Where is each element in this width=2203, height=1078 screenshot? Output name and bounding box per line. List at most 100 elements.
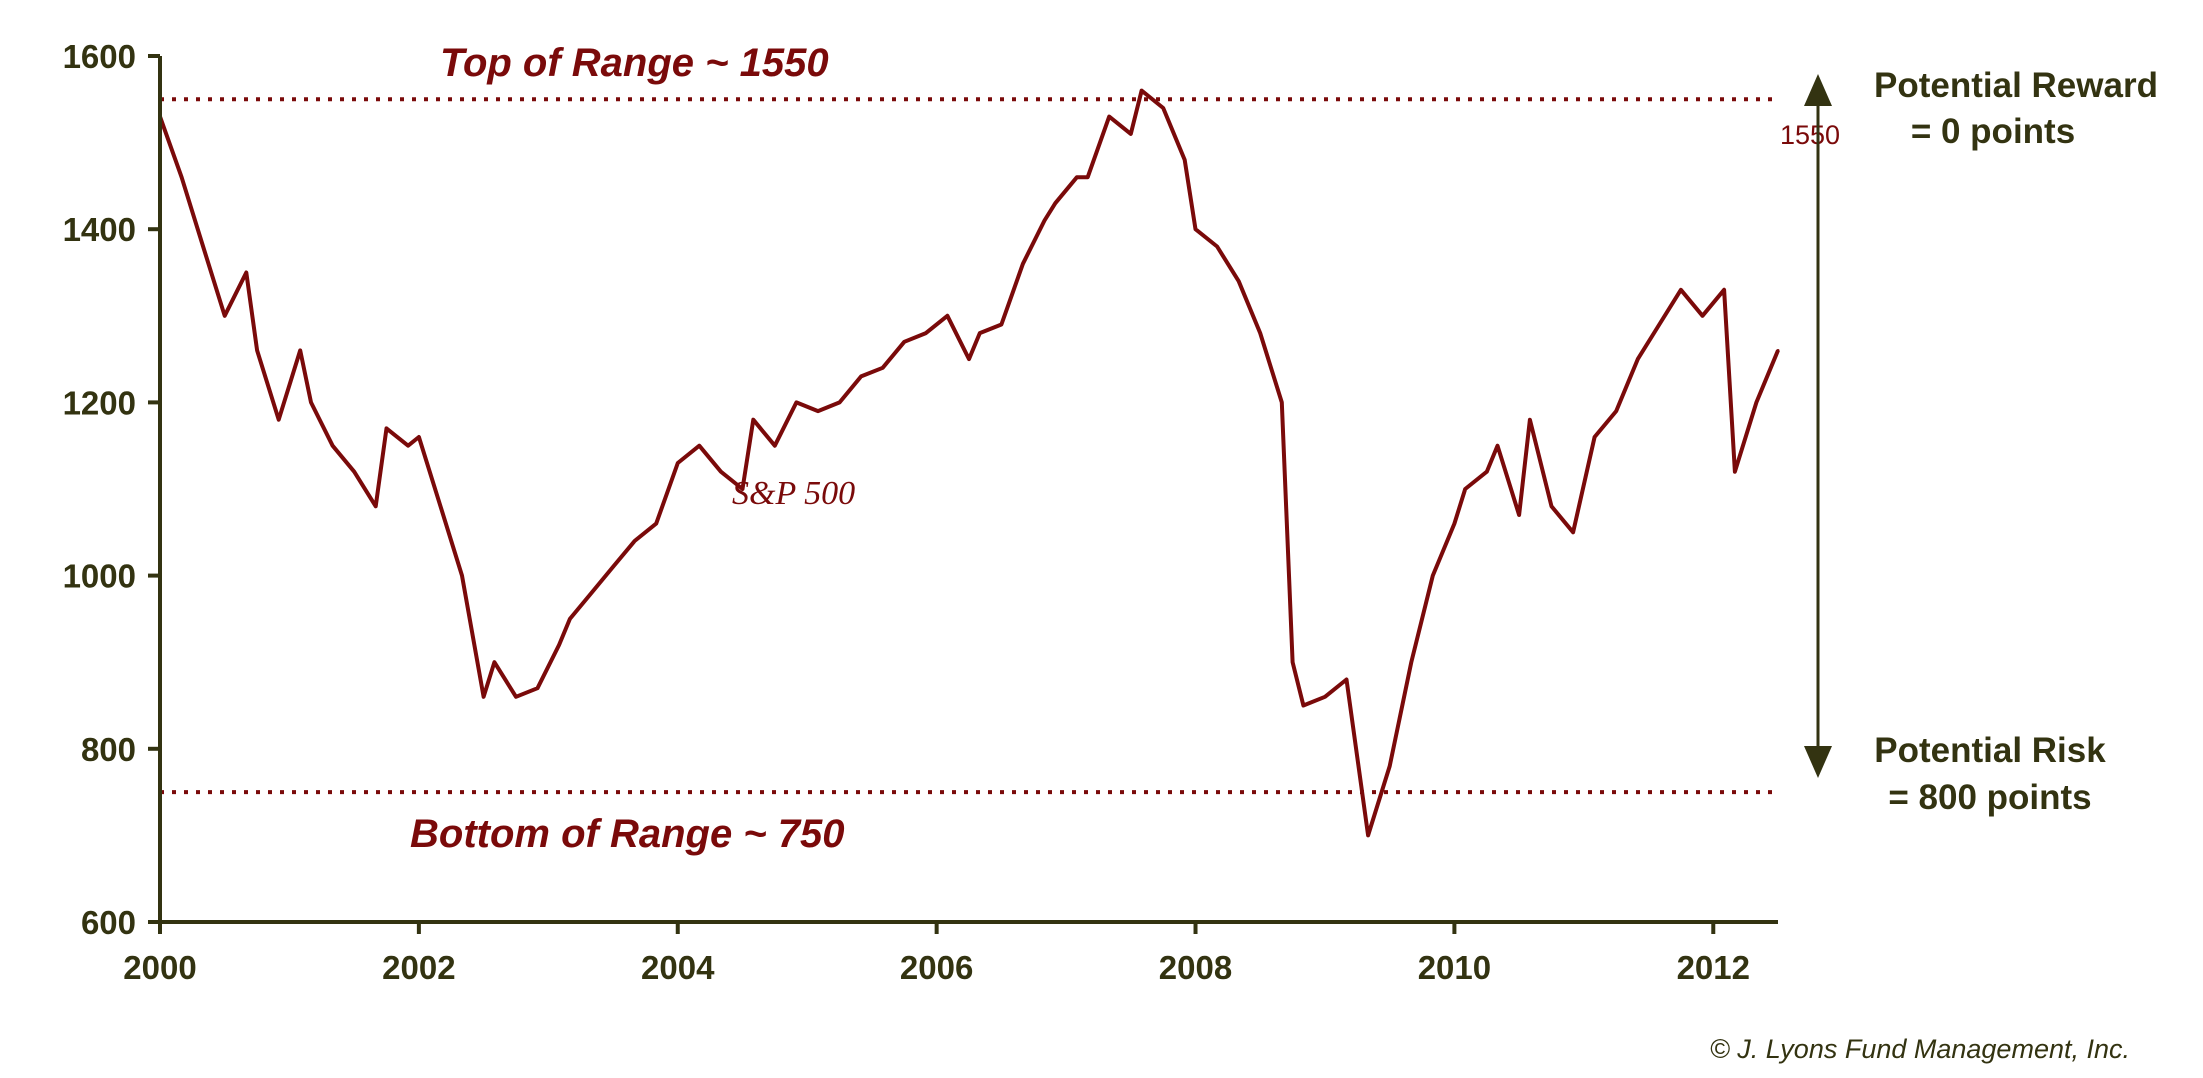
data-point — [536, 686, 540, 690]
data-point — [309, 400, 313, 404]
arrow-head-up-icon — [1804, 74, 1832, 106]
data-point — [417, 435, 421, 439]
y-tick-label: 1400 — [63, 211, 136, 248]
data-point — [676, 461, 680, 465]
data-point — [331, 444, 335, 448]
tick-labels: 600 800 1000 1200 1400 1600 2000 2002 2004 2006 20… — [63, 38, 1750, 986]
plot-area — [158, 88, 1780, 838]
potential-reward-line1: Potential Reward — [1874, 66, 2158, 105]
data-point — [244, 271, 248, 274]
data-point — [1571, 530, 1575, 534]
data-point — [1291, 660, 1295, 664]
data-point — [374, 504, 378, 508]
data-point — [482, 695, 486, 699]
arrow-head-down-icon — [1804, 746, 1832, 778]
data-point — [1237, 279, 1241, 283]
data-point — [1194, 227, 1198, 231]
data-point — [978, 331, 982, 335]
data-point — [589, 591, 593, 595]
data-point — [298, 348, 302, 352]
x-tick-label: 2008 — [1159, 949, 1232, 986]
data-point — [719, 470, 723, 474]
copyright-notice: © J. Lyons Fund Management, Inc. — [1710, 1034, 2130, 1064]
data-point — [881, 366, 885, 370]
x-tick-label: 2002 — [382, 949, 455, 986]
data-point — [773, 444, 777, 448]
data-point — [1107, 115, 1111, 119]
data-point — [1722, 288, 1726, 292]
y-tick-label: 1000 — [63, 558, 136, 595]
data-point — [223, 314, 227, 318]
data-point — [1549, 504, 1553, 508]
data-point — [1700, 314, 1704, 318]
data-point — [1301, 704, 1305, 707]
data-point — [633, 539, 637, 543]
data-point — [1431, 574, 1435, 578]
data-point — [1323, 695, 1327, 699]
data-point — [180, 175, 184, 179]
data-point — [1593, 435, 1597, 439]
data-point — [1496, 444, 1500, 448]
axes — [148, 54, 1778, 934]
data-point — [1754, 400, 1758, 404]
data-point — [945, 314, 949, 318]
potential-risk-line1: Potential Risk — [1874, 731, 2106, 770]
data-point — [1733, 470, 1737, 474]
data-point — [1140, 89, 1144, 93]
data-point — [1679, 288, 1683, 292]
data-point — [1258, 331, 1262, 335]
data-point — [1776, 348, 1780, 352]
data-point — [385, 426, 389, 430]
data-point — [1086, 175, 1090, 179]
data-point — [740, 487, 744, 491]
data-point — [1053, 201, 1057, 205]
data-point — [1280, 400, 1284, 404]
x-tick-label: 2012 — [1677, 949, 1750, 986]
last-value-label: 1550 — [1780, 120, 1840, 150]
data-point — [1388, 764, 1392, 768]
data-point — [1021, 262, 1025, 266]
potential-reward-line2: = 0 points — [1911, 112, 2075, 151]
data-point — [697, 444, 701, 448]
series-label: S&P 500 — [732, 475, 855, 512]
data-point — [277, 418, 281, 422]
x-tick-label: 2004 — [641, 949, 715, 986]
top-range-label: Top of Range ~ 1550 — [440, 41, 829, 85]
data-point — [1463, 487, 1467, 491]
data-point — [1485, 470, 1489, 474]
data-point — [967, 357, 971, 361]
y-tick-label: 600 — [81, 904, 136, 941]
data-point — [460, 574, 464, 578]
bottom-range-label: Bottom of Range ~ 750 — [410, 812, 845, 856]
data-point — [255, 348, 259, 352]
data-point — [568, 617, 572, 621]
data-point — [1366, 833, 1370, 837]
y-tick-label: 1200 — [63, 384, 136, 421]
data-point — [751, 418, 755, 422]
data-point — [1636, 357, 1640, 361]
data-point — [1528, 418, 1532, 422]
data-point — [438, 504, 442, 508]
data-point — [654, 522, 658, 526]
x-tick-label: 2000 — [123, 949, 196, 986]
data-point — [1614, 409, 1618, 413]
data-point — [1517, 513, 1521, 517]
data-point — [794, 400, 798, 404]
data-point — [406, 444, 410, 448]
data-point — [816, 409, 820, 413]
data-point — [352, 470, 356, 474]
data-point — [611, 565, 615, 569]
risk-reward-arrow — [1804, 74, 1832, 778]
data-point — [1183, 158, 1187, 162]
x-tick-label: 2010 — [1418, 949, 1491, 986]
data-point — [1409, 660, 1413, 664]
data-point — [999, 322, 1003, 326]
data-point — [838, 400, 842, 404]
data-point — [1075, 175, 1079, 179]
data-point — [514, 695, 518, 699]
data-point — [859, 374, 863, 378]
data-point — [557, 643, 561, 647]
data-point — [924, 331, 928, 335]
data-point — [201, 245, 205, 249]
